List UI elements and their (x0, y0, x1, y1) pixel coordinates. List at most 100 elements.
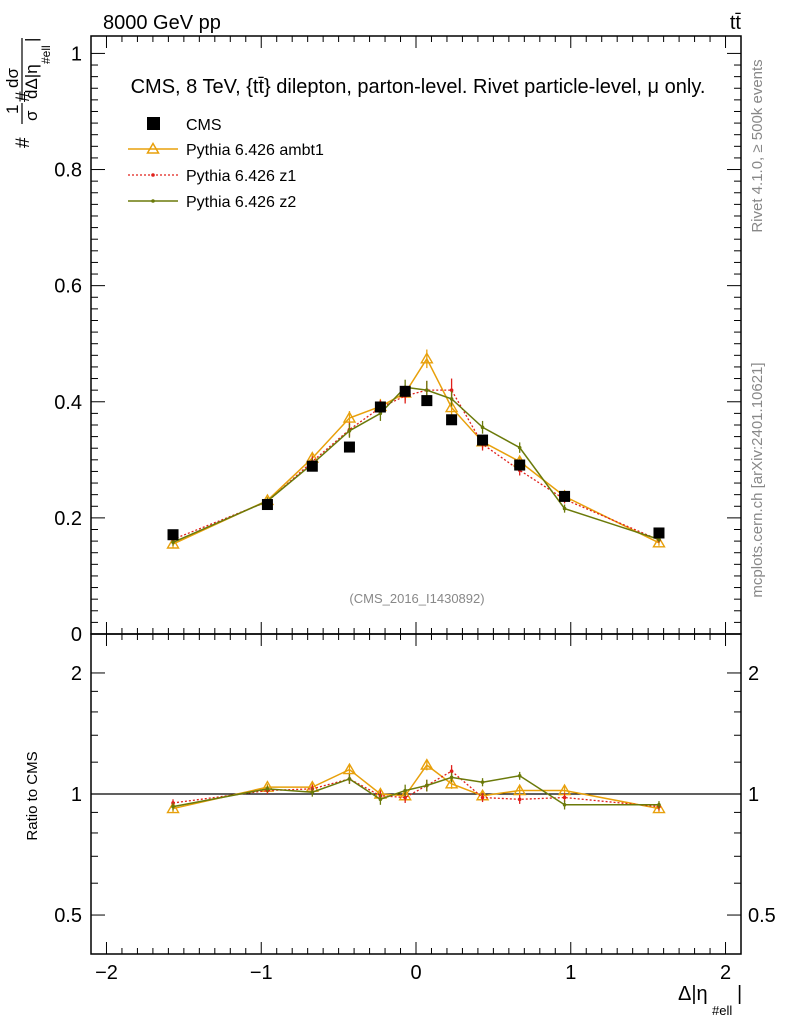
ylabel-hash-1: # (13, 137, 34, 148)
ratio-marker-ambt1 (342, 762, 357, 775)
main-marker-z2 (425, 388, 429, 392)
main-marker-ambt1 (652, 535, 666, 548)
main-line-z1 (172, 389, 660, 541)
main-marker-z2 (517, 445, 522, 450)
main-marker-cms (446, 414, 458, 426)
process-label: tt̄ (730, 12, 742, 34)
ratio-marker-ambt1 (512, 783, 527, 796)
ratio-y-axis-label: Ratio to CMS (24, 751, 41, 840)
ratio-y-tick-label-left: 0.5 (54, 905, 82, 927)
main-marker-cms (167, 529, 179, 541)
x-tick-label: −1 (250, 962, 273, 984)
x-tick-label: 1 (565, 962, 576, 984)
main-marker-z2 (449, 397, 454, 401)
main-marker-ambt1 (444, 400, 459, 413)
side-label-mcplots: mcplots.cern.ch [arXiv:2401.10621] (749, 362, 766, 597)
ratio-marker-ambt1 (444, 776, 459, 789)
xlabel-subscript: #ell (712, 1003, 732, 1018)
ylabel-dsigma: dσ (3, 68, 22, 88)
legend-label-z1: Pythia 6.426 z1 (186, 168, 296, 185)
main-y-tick-label: 0 (71, 624, 82, 646)
ratio-marker-z2 (378, 797, 383, 802)
ratio-y-tick-label-right: 0.5 (748, 905, 776, 927)
ratio-y-tick-label-right: 2 (748, 663, 759, 685)
main-y-tick-label: 0.8 (54, 160, 82, 182)
x-tick-label: 2 (720, 962, 731, 984)
x-axis-label: Δ|η #ell | (678, 983, 742, 1018)
ratio-series-layer (166, 758, 666, 814)
legend-entry-cms: CMS (147, 117, 222, 134)
ratio-line-z1 (172, 770, 660, 808)
legend-entry-z2: Pythia 6.426 z2 (128, 194, 296, 211)
ratio-marker-z2 (562, 803, 567, 807)
plot-title: CMS, 8 TeV, {tt̄} dilepton, parton-level… (131, 76, 706, 98)
ylabel-d-deta: dΔ|η (22, 64, 41, 99)
xlabel-main: Δ|η (678, 983, 708, 1005)
ratio-y-tick-label-left: 2 (71, 663, 82, 685)
main-marker-ambt1 (420, 351, 434, 364)
ratio-marker-ambt1 (166, 801, 180, 814)
ylabel-subscript: #ell (39, 45, 53, 64)
ratio-marker-z2 (171, 804, 175, 809)
main-y-tick-label: 0.4 (54, 392, 82, 414)
xlabel-bar: | (737, 983, 742, 1005)
beam-label: 8000 GeV pp (103, 12, 221, 34)
ratio-marker-z1 (403, 795, 407, 800)
ratio-marker-z2 (310, 790, 315, 795)
ratio-marker-z2 (403, 788, 407, 793)
legend-entry-z1: Pythia 6.426 z1 (128, 168, 296, 185)
ratio-marker-z1 (480, 795, 485, 800)
ylabel-hash-2: # (13, 91, 34, 102)
main-marker-z2 (480, 425, 485, 430)
ratio-line-z2 (172, 774, 659, 808)
ratio-line-ambt1 (172, 764, 660, 810)
ratio-marker-z2 (425, 783, 429, 788)
x-tick-label: 0 (410, 962, 421, 984)
side-label-rivet: Rivet 4.1.0, ≥ 500k events (749, 59, 766, 232)
ratio-marker-z1 (562, 795, 567, 800)
main-marker-cms (399, 385, 411, 397)
main-marker-z2 (347, 428, 352, 433)
main-y-axis-label: # 1 σ # dσ dΔ|η #ell | (3, 38, 53, 148)
ratio-marker-z1 (449, 769, 454, 773)
ratio-marker-ambt1 (420, 758, 434, 770)
main-marker-cms (306, 460, 318, 472)
main-marker-z1 (449, 388, 454, 392)
ratio-marker-ambt1 (652, 801, 666, 814)
main-marker-cms (374, 401, 386, 413)
legend-entry-ambt1: Pythia 6.426 ambt1 (128, 142, 324, 159)
legend-label-cms: CMS (186, 117, 222, 134)
legend: CMS Pythia 6.426 ambt1 Pythia 6.426 z1 P… (128, 117, 324, 211)
ratio-marker-z2 (657, 803, 661, 807)
ratio-marker-z2 (347, 777, 352, 781)
main-marker-cms (421, 395, 433, 407)
main-marker-z2 (562, 506, 567, 511)
ylabel-bar: | (22, 38, 41, 42)
main-marker-cms (343, 441, 355, 453)
main-marker-cms (477, 434, 489, 446)
x-tick-label: −2 (95, 962, 118, 984)
main-y-tick-label: 1 (71, 43, 82, 65)
ratio-marker-z2 (480, 780, 485, 784)
main-series-layer (166, 349, 666, 549)
ratio-marker-z1 (517, 797, 522, 802)
main-marker-cms (261, 499, 273, 511)
analysis-id: (CMS_2016_I1430892) (349, 591, 484, 606)
main-y-tick-label: 0.2 (54, 508, 82, 530)
main-marker-ambt1 (342, 411, 357, 423)
ylabel-one: 1 (3, 105, 22, 114)
main-marker-cms (653, 527, 665, 539)
main-marker-cms (514, 459, 526, 471)
main-marker-cms (559, 490, 571, 502)
main-marker-z2 (171, 540, 175, 545)
main-y-tick-label: 0.6 (54, 276, 82, 298)
ratio-marker-z2 (265, 787, 270, 791)
legend-label-z2: Pythia 6.426 z2 (186, 194, 296, 211)
ratio-y-tick-label-left: 1 (71, 784, 82, 806)
ylabel-sigma-den: σ (22, 110, 41, 121)
main-marker-ambt1 (166, 537, 180, 549)
main-line-z2 (172, 386, 660, 543)
axes: −2 −1 0 1 2 0 0.2 0.4 0.6 0.8 1 0.5 0.5 1 1 2 2 (54, 36, 776, 984)
main-line-ambt1 (172, 357, 660, 545)
